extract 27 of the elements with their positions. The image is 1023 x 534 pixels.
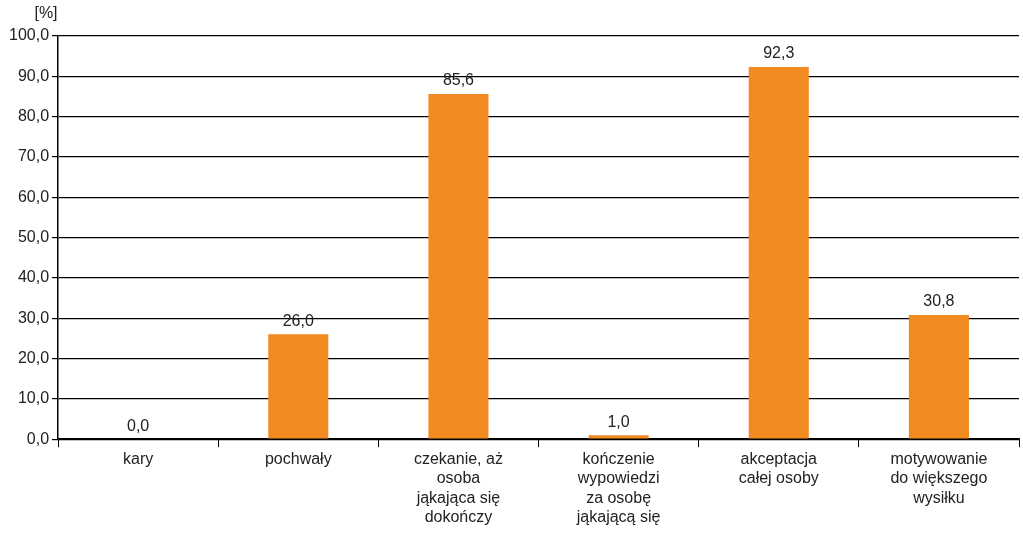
data-label: 30,8 bbox=[923, 292, 955, 310]
y-tick-label: 50,0 bbox=[17, 228, 50, 246]
bar bbox=[908, 315, 969, 439]
x-tick-label: kończenie wypowiedzi za osobę jąkającą się bbox=[575, 450, 661, 525]
y-tick-label: 70,0 bbox=[17, 147, 50, 165]
bar bbox=[748, 67, 809, 439]
data-label: 1,0 bbox=[607, 412, 630, 430]
bar bbox=[268, 334, 329, 439]
data-label: 0,0 bbox=[126, 416, 150, 434]
x-tick-label: czekanie, aż osoba jąkająca się dokończy bbox=[413, 450, 503, 525]
bar bbox=[428, 94, 489, 439]
y-tick-label: 20,0 bbox=[17, 348, 50, 366]
x-tick-label: pochwały bbox=[264, 450, 332, 468]
y-tick-label: 40,0 bbox=[17, 268, 50, 286]
y-tick-label: 10,0 bbox=[17, 389, 50, 407]
x-tick-label: motywowanie do większego wysiłku bbox=[890, 450, 988, 506]
y-tick-label: 0,0 bbox=[26, 429, 50, 447]
y-axis-title: [%] bbox=[34, 4, 58, 22]
x-tick-label: akceptacja całej osoby bbox=[738, 450, 819, 487]
y-tick-label: 60,0 bbox=[17, 187, 50, 205]
y-tick-label: 30,0 bbox=[17, 308, 50, 326]
bar bbox=[588, 435, 649, 439]
y-tick-label: 100,0 bbox=[8, 26, 50, 44]
y-tick-label: 90,0 bbox=[17, 66, 50, 84]
data-label: 92,3 bbox=[763, 44, 795, 62]
y-tick-label: 80,0 bbox=[17, 107, 50, 125]
x-tick-label: kary bbox=[123, 450, 154, 468]
